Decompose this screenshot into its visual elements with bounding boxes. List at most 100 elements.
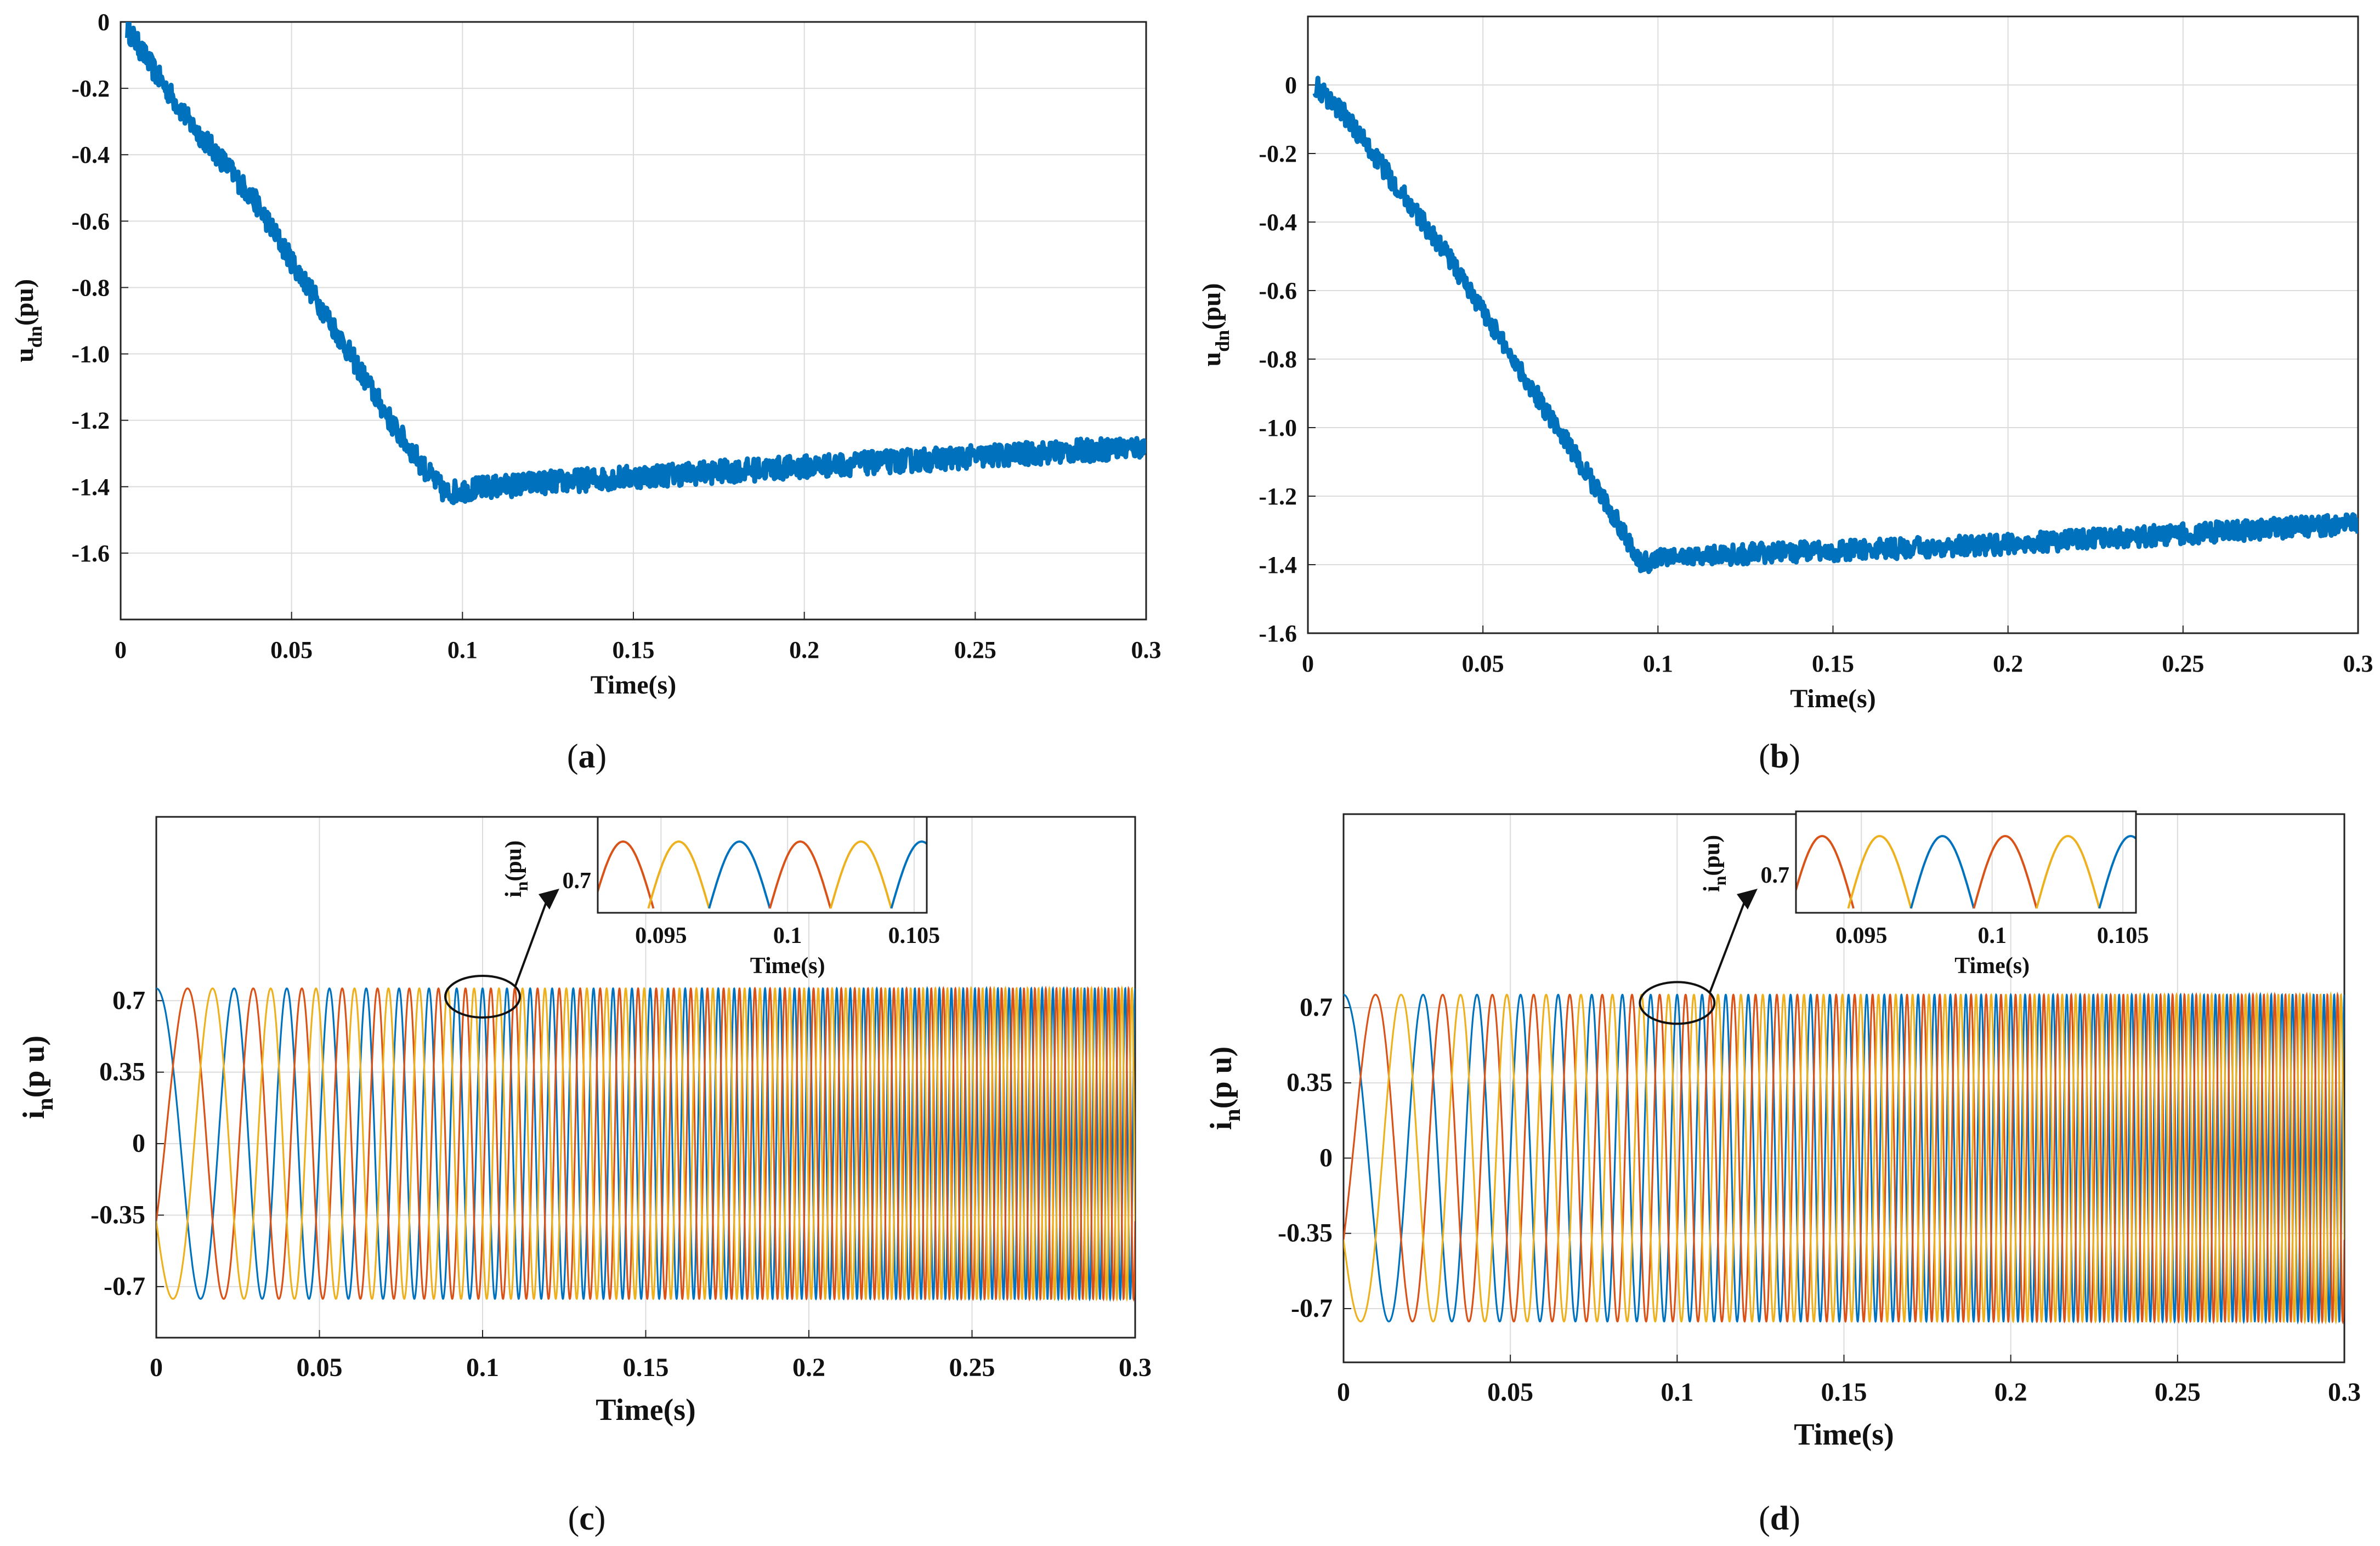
- caption-paren: (: [567, 738, 579, 775]
- y-tick-label: -0.7: [1291, 1294, 1333, 1323]
- panel-a: 0 0.05 0.1 0.15 0.2 0.25 0.3 0 -0.2 -0.4 -0.6 -0.8 -…: [10, 9, 1161, 700]
- x-axis-label: Time(s): [1794, 1418, 1894, 1452]
- inset-y-label-unit: (pu): [501, 840, 526, 882]
- inset-y-axis-label: in(pu): [1699, 835, 1730, 892]
- y-tick-label: -0.2: [1259, 140, 1297, 167]
- y-tick-label: -0.6: [1259, 277, 1297, 304]
- inset-x-tick-label: 0.095: [1835, 923, 1888, 948]
- inset-peak: [647, 840, 711, 909]
- x-tick-label: 0.05: [297, 1353, 343, 1382]
- inset-x-axis-label: Time(s): [1954, 953, 2030, 979]
- inset-peak: [2098, 834, 2136, 909]
- panel-d: 0 0.05 0.1 0.15 0.2 0.25 0.3 0.7 0.35 0 -0.35 -0.7 T…: [1204, 810, 2361, 1452]
- y-tick-label: -0.6: [71, 208, 110, 235]
- inset-y-label-sub: n: [1710, 876, 1730, 885]
- inset-x-axis-label: Time(s): [750, 953, 825, 979]
- inset-peak: [598, 840, 655, 909]
- y-axis-label-unit: (p u): [1204, 1047, 1238, 1109]
- y-axis-label-main: u: [1197, 352, 1226, 367]
- x-tick-label: 0.25: [954, 636, 996, 663]
- inset-peak: [768, 840, 832, 909]
- x-tick-label: 0.2: [1994, 1378, 2027, 1407]
- inset-y-tick-label: 0.7: [563, 868, 592, 894]
- y-tick-label: 0: [98, 9, 110, 36]
- zoom-inset: 0.095 0.1 0.105 0.7 in(pu) Time(s): [1699, 810, 2149, 979]
- caption-paren: ): [596, 738, 607, 775]
- panel-b: 0 0.05 0.1 0.15 0.2 0.25 0.3 0 -0.2 -0.4 -0.6 -0.8 -…: [1197, 15, 2373, 713]
- x-tick-label: 0.2: [1993, 650, 2023, 677]
- inset-x-tick-label: 0.105: [888, 923, 940, 948]
- x-tick-label: 0.15: [1821, 1378, 1867, 1407]
- y-tick-label: -1.2: [1259, 483, 1297, 510]
- x-tick-label: 0: [115, 636, 127, 663]
- y-axis-label-sub: n: [33, 1098, 58, 1110]
- series-line-phase-b: [1344, 991, 2344, 1325]
- inset-peak: [1847, 834, 1912, 909]
- x-axis-label: Time(s): [596, 1393, 696, 1427]
- zoom-inset: 0.095 0.1 0.105 0.7 in(pu) Time(s): [501, 816, 940, 979]
- inset-peak: [1973, 834, 2038, 909]
- panel-caption: (b): [1759, 738, 1800, 775]
- y-axis-label-unit: (pu): [1197, 283, 1226, 329]
- series-line-phase-a: [156, 985, 1135, 1302]
- y-tick-label: -0.35: [90, 1200, 145, 1229]
- inset-x-tick-label: 0.105: [2097, 923, 2149, 948]
- y-tick-label: 0.35: [1287, 1068, 1333, 1097]
- inset-peak: [1909, 834, 1975, 909]
- y-tick-label: -1.4: [71, 474, 110, 501]
- zoom-ellipse: [1639, 981, 1716, 1025]
- caption-letter: a: [579, 738, 596, 775]
- inset-y-label-sub: n: [512, 881, 531, 891]
- x-tick-label: 0.3: [2328, 1378, 2361, 1407]
- caption-letter: d: [1770, 1500, 1789, 1537]
- y-axis-label-unit: (p u): [17, 1036, 51, 1098]
- x-tick-label: 0.05: [1462, 650, 1504, 677]
- x-tick-label: 0.25: [949, 1353, 995, 1382]
- panel-caption: (a): [567, 738, 607, 775]
- x-tick-label: 0.15: [1812, 650, 1854, 677]
- inset-frame: [1795, 810, 2137, 914]
- panel-c: 0 0.05 0.1 0.15 0.2 0.25 0.3 0.7 0.35 0 -0.35 -0.7 T…: [17, 816, 1152, 1427]
- series-line-u_dn: [125, 22, 1146, 505]
- y-axis-label-main: i: [17, 1111, 51, 1119]
- inset-peak: [829, 840, 893, 909]
- y-axis-label: udn(pu): [10, 279, 46, 362]
- inset-x-tick-label: 0.095: [635, 923, 687, 948]
- inset-y-label-unit: (pu): [1699, 835, 1725, 876]
- x-tick-label: 0.1: [447, 636, 478, 663]
- caption-letter: b: [1770, 738, 1789, 775]
- series-line-phase-b: [156, 985, 1135, 1302]
- x-tick-label: 0.3: [1131, 636, 1161, 663]
- x-tick-label: 0: [1337, 1378, 1350, 1407]
- y-tick-label: -0.7: [104, 1272, 145, 1301]
- y-tick-label: -1.6: [71, 540, 110, 567]
- y-tick-label: 0.7: [1300, 993, 1333, 1022]
- y-tick-label: -0.8: [71, 274, 110, 301]
- y-axis-label: in(p u): [17, 1036, 58, 1119]
- y-tick-label: -1.0: [1259, 414, 1297, 441]
- series-line-u_dn: [1312, 76, 2358, 575]
- inset-frame: [597, 816, 928, 914]
- zoom-arrow-head: [539, 889, 559, 910]
- y-tick-label: -0.35: [1278, 1219, 1333, 1248]
- x-axis-label: Time(s): [1790, 684, 1875, 713]
- plot-frame: [120, 21, 1147, 621]
- x-tick-label: 0.3: [2343, 650, 2373, 677]
- y-axis-label-sub: dn: [24, 326, 46, 348]
- y-axis-label-sub: dn: [1211, 330, 1233, 352]
- zoom-arrow-line: [514, 896, 549, 986]
- caption-letter: c: [579, 1500, 594, 1537]
- series-line-phase-a: [1344, 992, 2344, 1325]
- inset-x-tick-label: 0.1: [773, 923, 802, 948]
- zoom-arrow-head: [1737, 889, 1758, 910]
- caption-paren: (: [568, 1500, 580, 1537]
- inset-peak: [1796, 834, 1855, 909]
- x-axis-label: Time(s): [591, 670, 676, 700]
- inset-y-label-main: i: [1699, 885, 1725, 892]
- inset-y-label-main: i: [501, 891, 526, 897]
- x-tick-label: 0.1: [1661, 1378, 1693, 1407]
- y-tick-label: 0.35: [99, 1058, 145, 1087]
- x-tick-label: 0.1: [1643, 650, 1673, 677]
- series-line-phase-c: [1344, 991, 2344, 1325]
